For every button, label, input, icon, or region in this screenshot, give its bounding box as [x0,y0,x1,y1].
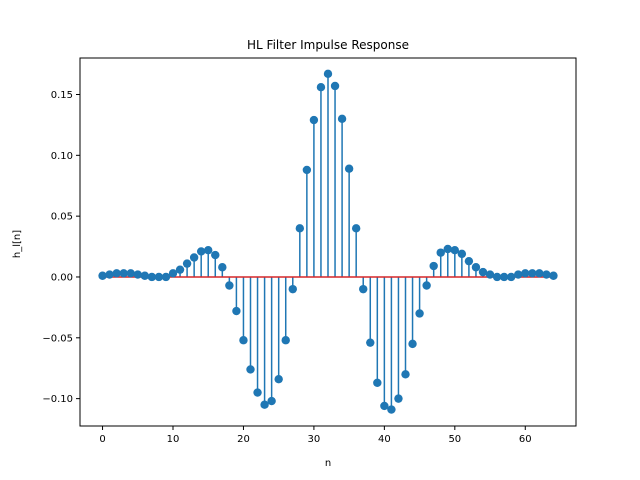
chart-title: HL Filter Impulse Response [247,38,409,52]
stem-marker [302,165,312,175]
stem-marker [499,272,509,282]
stem-marker [126,269,135,278]
stem-marker [344,164,354,173]
stem-marker [351,224,361,233]
stem-marker [105,270,114,279]
stem-marker [506,272,516,282]
stem-marker [528,269,537,278]
stem-marker [239,336,248,345]
x-tick-label: 0 [99,434,105,445]
stem-marker [492,272,502,282]
stem-marker [373,378,382,388]
plot-area: 0 10 20 30 40 50 60 −0.10 −0.05 0.00 0.05 0.10 0.15 [42,57,577,445]
stem-marker [147,272,157,282]
y-tick-label: 0.10 [51,151,73,162]
y-tick-label: −0.05 [42,333,73,344]
stem-marker [415,309,424,318]
stem-marker [359,284,368,294]
stem-marker [471,263,481,272]
stem-marker [218,263,227,272]
stem-marker [443,244,452,254]
stem-marker [288,284,297,294]
stem-marker [260,400,269,409]
stem-marker [246,365,255,374]
stem-marker [380,401,389,411]
stem-marker [394,394,403,403]
plot-frame [79,57,577,427]
stem-marker [204,246,213,255]
stem-marker [295,224,305,233]
stem-marker [253,388,262,397]
stem-marker [175,265,185,274]
y-tick-label: 0.05 [51,212,73,223]
stem-marker [464,256,474,266]
stem-marker [323,69,333,79]
stem-marker [316,82,326,92]
y-tick-label: 0.00 [51,272,73,283]
y-tick-label: −0.10 [42,394,73,405]
x-tick-label: 40 [378,434,391,445]
stem-marker [366,338,375,347]
stem-marker [189,253,199,262]
y-axis-label: h_l[n] [12,230,23,258]
stem-marker [133,270,142,279]
stem-marker [274,374,283,384]
stem-marker [267,396,276,406]
stem-marker [436,248,445,257]
stem-marker [161,272,171,282]
x-tick-label: 20 [237,434,250,445]
stem-marker [281,336,290,345]
stem-marker [429,261,438,271]
stem-marker [196,247,206,256]
x-tick-label: 10 [167,434,180,445]
stem-marker [211,250,220,260]
stem-marker [457,249,467,259]
x-axis-label: n [325,458,331,469]
stem-marker [154,272,164,282]
stem-marker [535,269,544,278]
stem-marker [542,270,551,279]
stem-marker [309,115,319,125]
stem-marker [401,370,410,379]
stem-marker [485,270,495,279]
stem-marker [408,339,417,349]
stem-marker [119,269,128,278]
stem-marker [521,269,530,278]
stem-marker [330,81,340,91]
stem-marker [514,270,523,279]
y-tick-label: 0.15 [51,90,73,101]
stem-marker [98,271,107,280]
x-tick-label: 60 [519,434,532,445]
stem-marker [232,306,241,316]
stem-marker [387,405,396,414]
stem-marker [549,271,558,280]
stem-marker [168,269,178,278]
x-tick-label: 30 [308,434,321,445]
stem-marker [478,267,488,277]
stem-marker [450,246,460,255]
stem-marker [182,259,192,268]
stem-marker [225,281,234,290]
stem-marker [140,271,150,280]
stem-marker [422,281,431,290]
stem-marker [337,114,347,124]
stem-marker [112,269,121,278]
x-tick-label: 50 [448,434,461,445]
